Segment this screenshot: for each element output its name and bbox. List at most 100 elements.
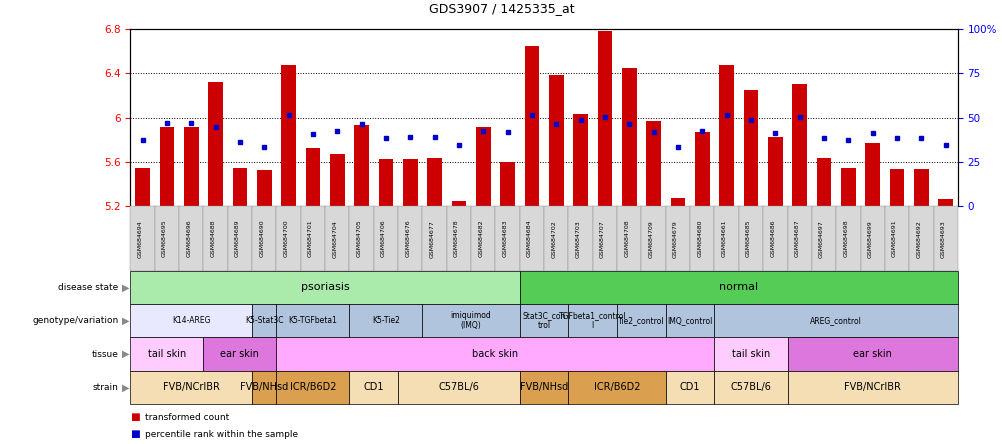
Bar bbox=[500, 162, 514, 206]
Text: K5-TGFbeta1: K5-TGFbeta1 bbox=[289, 316, 337, 325]
Bar bbox=[379, 159, 393, 206]
Text: GSM684689: GSM684689 bbox=[234, 220, 239, 258]
Text: ear skin: ear skin bbox=[220, 349, 260, 359]
Bar bbox=[816, 158, 831, 206]
Text: K14-AREG: K14-AREG bbox=[171, 316, 210, 325]
Text: GSM684691: GSM684691 bbox=[891, 220, 896, 258]
Text: GSM684698: GSM684698 bbox=[843, 220, 848, 258]
Bar bbox=[354, 126, 369, 206]
Text: GSM684703: GSM684703 bbox=[575, 220, 580, 258]
Text: GSM684690: GSM684690 bbox=[259, 220, 264, 258]
Text: GSM684679: GSM684679 bbox=[672, 220, 677, 258]
Text: C57BL/6: C57BL/6 bbox=[438, 382, 479, 392]
Text: GSM684699: GSM684699 bbox=[867, 220, 872, 258]
Text: percentile rank within the sample: percentile rank within the sample bbox=[145, 430, 299, 439]
Bar bbox=[889, 169, 904, 206]
Text: GSM684686: GSM684686 bbox=[770, 220, 775, 258]
Text: GSM684677: GSM684677 bbox=[429, 220, 434, 258]
Text: GSM684702: GSM684702 bbox=[551, 220, 556, 258]
Text: TGFbeta1_control
l: TGFbeta1_control l bbox=[558, 311, 626, 330]
Text: tail skin: tail skin bbox=[731, 349, 770, 359]
Text: GSM684700: GSM684700 bbox=[284, 220, 289, 258]
Text: GSM684697: GSM684697 bbox=[819, 220, 824, 258]
Text: ▶: ▶ bbox=[121, 282, 129, 293]
Bar bbox=[645, 121, 660, 206]
Text: GSM684693: GSM684693 bbox=[940, 220, 945, 258]
Text: GSM684680: GSM684680 bbox=[696, 220, 701, 258]
Text: GSM684684: GSM684684 bbox=[526, 220, 531, 258]
Bar bbox=[792, 84, 807, 206]
Text: transformed count: transformed count bbox=[145, 413, 229, 422]
Text: ▶: ▶ bbox=[121, 349, 129, 359]
Text: tissue: tissue bbox=[91, 349, 118, 359]
Text: GSM684705: GSM684705 bbox=[357, 220, 362, 258]
Text: disease state: disease state bbox=[58, 283, 118, 292]
Bar bbox=[135, 168, 149, 206]
Bar bbox=[670, 198, 684, 206]
Text: imiquimod
(IMQ): imiquimod (IMQ) bbox=[450, 311, 491, 330]
Text: ■: ■ bbox=[130, 412, 140, 422]
Text: psoriasis: psoriasis bbox=[301, 282, 349, 293]
Bar bbox=[718, 65, 733, 206]
Text: ICR/B6D2: ICR/B6D2 bbox=[593, 382, 639, 392]
Bar bbox=[159, 127, 174, 206]
Bar bbox=[306, 147, 320, 206]
Text: GSM684676: GSM684676 bbox=[405, 220, 410, 258]
Text: GSM684696: GSM684696 bbox=[186, 220, 191, 258]
Text: FVB/NHsd: FVB/NHsd bbox=[519, 382, 568, 392]
Text: GSM684678: GSM684678 bbox=[454, 220, 459, 258]
Text: Tie2_control: Tie2_control bbox=[617, 316, 664, 325]
Bar bbox=[451, 201, 466, 206]
Bar bbox=[403, 159, 417, 206]
Bar bbox=[597, 31, 611, 206]
Text: AREG_control: AREG_control bbox=[810, 316, 862, 325]
Bar bbox=[694, 132, 709, 206]
Text: FVB/NCrIBR: FVB/NCrIBR bbox=[844, 382, 900, 392]
Bar bbox=[913, 169, 928, 206]
Bar bbox=[742, 90, 758, 206]
Text: ▶: ▶ bbox=[121, 382, 129, 392]
Text: GSM684708: GSM684708 bbox=[623, 220, 628, 258]
Text: GSM684682: GSM684682 bbox=[478, 220, 483, 258]
Text: GSM684692: GSM684692 bbox=[916, 220, 921, 258]
Text: Stat3C_con
trol: Stat3C_con trol bbox=[522, 311, 565, 330]
Text: tail skin: tail skin bbox=[147, 349, 185, 359]
Text: IMQ_control: IMQ_control bbox=[666, 316, 712, 325]
Bar bbox=[621, 67, 636, 206]
Bar bbox=[281, 65, 296, 206]
Text: K5-Stat3C: K5-Stat3C bbox=[244, 316, 284, 325]
Bar bbox=[768, 137, 782, 206]
Text: GSM684706: GSM684706 bbox=[381, 220, 386, 258]
Bar bbox=[841, 168, 855, 206]
Text: GSM684695: GSM684695 bbox=[161, 220, 166, 258]
Text: ▶: ▶ bbox=[121, 316, 129, 326]
Text: GSM684707: GSM684707 bbox=[599, 220, 604, 258]
Bar bbox=[476, 127, 490, 206]
Text: genotype/variation: genotype/variation bbox=[32, 316, 118, 325]
Bar bbox=[865, 143, 879, 206]
Bar bbox=[232, 168, 246, 206]
Text: GSM684685: GSM684685 bbox=[745, 220, 750, 258]
Text: FVB/NHsd: FVB/NHsd bbox=[239, 382, 289, 392]
Text: GSM684701: GSM684701 bbox=[308, 220, 313, 258]
Text: strain: strain bbox=[92, 383, 118, 392]
Text: GSM684687: GSM684687 bbox=[794, 220, 799, 258]
Text: GDS3907 / 1425335_at: GDS3907 / 1425335_at bbox=[428, 2, 574, 15]
Bar bbox=[330, 154, 345, 206]
Text: C57BL/6: C57BL/6 bbox=[729, 382, 771, 392]
Bar bbox=[427, 158, 442, 206]
Text: ear skin: ear skin bbox=[853, 349, 891, 359]
Bar bbox=[938, 199, 952, 206]
Bar bbox=[524, 45, 539, 206]
Text: ICR/B6D2: ICR/B6D2 bbox=[290, 382, 336, 392]
Text: ■: ■ bbox=[130, 429, 140, 439]
Text: GSM684709: GSM684709 bbox=[648, 220, 653, 258]
Text: FVB/NCrIBR: FVB/NCrIBR bbox=[162, 382, 219, 392]
Bar bbox=[573, 114, 587, 206]
Text: GSM684688: GSM684688 bbox=[210, 220, 215, 258]
Text: CD1: CD1 bbox=[679, 382, 699, 392]
Bar bbox=[548, 75, 563, 206]
Bar bbox=[208, 82, 222, 206]
Bar bbox=[183, 127, 198, 206]
Text: GSM684683: GSM684683 bbox=[502, 220, 507, 258]
